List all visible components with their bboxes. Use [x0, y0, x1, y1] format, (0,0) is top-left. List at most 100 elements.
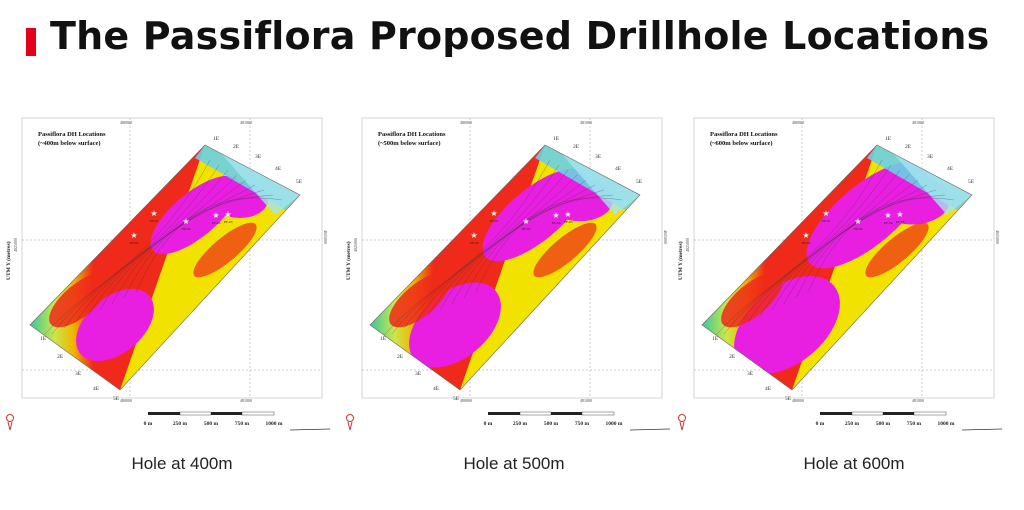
drillhole-label: PF-03	[182, 227, 191, 231]
scale-label: 750 m	[575, 421, 590, 427]
scale-label: 500 m	[876, 421, 891, 427]
drillhole-label: PF-01	[822, 219, 831, 223]
contour-line	[123, 194, 274, 299]
grid-label-right: 4025000	[323, 230, 328, 244]
section-label-bottom: 5E	[453, 396, 460, 402]
contour-line	[747, 174, 910, 323]
contour-line	[807, 197, 955, 293]
section-label-bottom: 4E	[433, 386, 440, 392]
drillhole-label: PF-04	[212, 221, 221, 225]
section-label-top: 1E	[885, 136, 892, 142]
scale-label: 750 m	[235, 421, 250, 427]
section-label-bottom: 3E	[75, 371, 82, 377]
scale-bar	[148, 411, 275, 416]
grid-label-bottom: 480000	[120, 398, 132, 403]
page-rule	[961, 428, 1002, 431]
scale-label: 0 m	[816, 421, 825, 427]
section-label-top: 5E	[968, 179, 975, 185]
drillhole-label: PF-01	[150, 219, 159, 223]
grid-label-left: 4025000	[13, 238, 18, 252]
contour-surface	[702, 145, 972, 390]
drillhole-star-icon: ★	[884, 211, 891, 220]
contour-line	[39, 159, 211, 341]
drillhole-label: PF-03	[522, 227, 531, 231]
contour-line	[475, 197, 623, 293]
contour-line	[379, 159, 551, 341]
scale-label: 1000 m	[606, 421, 623, 427]
section-label-bottom: 3E	[747, 371, 754, 377]
grid-label-top: 481000	[240, 120, 252, 125]
grid-label-bottom: 480000	[792, 398, 804, 403]
map-heading: Passiflora DH Locations	[38, 131, 106, 138]
section-label-bottom: 1E	[712, 336, 719, 342]
north-marker-icon	[678, 414, 686, 431]
drillhole-label: PF-01	[490, 219, 499, 223]
depth-map-panel-2: 1E 2E 3E 4E 5E 1E 2E 3E 4E 5E 480000 481000 480000 48…	[340, 100, 670, 440]
section-label-top: 2E	[905, 144, 912, 150]
drillhole-star-icon: ★	[822, 209, 829, 218]
grid-label-bottom: 481000	[912, 398, 924, 403]
grid-label-right: 4025000	[995, 230, 1000, 244]
depth-map-panel-1: 1E 2E 3E 4E 5E 1E 2E 3E 4E 5E 480000 481000 480000 48…	[0, 100, 330, 440]
drillhole-label: PF-03	[854, 227, 863, 231]
grid-label-bottom: 481000	[580, 398, 592, 403]
section-label-bottom: 1E	[40, 336, 47, 342]
drillhole-label: PF-02	[130, 241, 139, 245]
drillhole-star-icon: ★	[150, 209, 157, 218]
section-label-bottom: 5E	[113, 396, 120, 402]
contour-line	[783, 189, 937, 305]
drillhole-star-icon: ★	[896, 210, 903, 219]
map-depth-label: (~600m below surface)	[710, 140, 773, 147]
map-depth-label: (~500m below surface)	[378, 140, 441, 147]
section-label-top: 4E	[275, 166, 282, 172]
page-rule	[289, 428, 330, 431]
scale-label: 250 m	[513, 421, 528, 427]
contour-line	[463, 194, 614, 299]
map-frame	[693, 117, 995, 399]
section-label-top: 3E	[595, 154, 602, 160]
grid-label-left: 4025000	[353, 238, 358, 252]
drillhole-label: PF-02	[470, 241, 479, 245]
contour-line	[415, 174, 578, 323]
scale-label: 1000 m	[266, 421, 283, 427]
contour-line	[403, 169, 569, 329]
contour-line	[111, 189, 265, 305]
contour-line	[795, 194, 946, 299]
map-caption: Hole at 400m	[131, 454, 233, 473]
drillhole-star-icon: ★	[490, 209, 497, 218]
scale-label: 750 m	[907, 421, 922, 427]
drillhole-star-icon: ★	[182, 217, 189, 226]
map-depth-label: (~400m below surface)	[38, 140, 101, 147]
north-marker-icon	[6, 414, 14, 431]
scale-label: 500 m	[204, 421, 219, 427]
grid-label-top: 481000	[580, 120, 592, 125]
section-label-bottom: 3E	[415, 371, 422, 377]
map-heading: Passiflora DH Locations	[378, 131, 446, 138]
drillhole-label: PF-05	[564, 220, 573, 224]
scale-label: 250 m	[845, 421, 860, 427]
contour-line	[135, 197, 283, 293]
section-label-top: 4E	[615, 166, 622, 172]
contour-surface	[30, 145, 300, 390]
section-label-top: 2E	[573, 144, 580, 150]
section-label-top: 5E	[636, 179, 643, 185]
y-axis-label: UTM Y (metres)	[5, 241, 12, 280]
section-label-bottom: 1E	[380, 336, 387, 342]
map-heading: Passiflora DH Locations	[710, 131, 778, 138]
map-caption: Hole at 600m	[803, 454, 905, 473]
section-label-top: 1E	[553, 136, 560, 142]
drillhole-label: PF-05	[224, 220, 233, 224]
depth-map-panel-3: 1E 2E 3E 4E 5E 1E 2E 3E 4E 5E 480000 481000 480000 48…	[672, 100, 1002, 440]
contour-line	[75, 174, 238, 323]
section-label-bottom: 5E	[785, 396, 792, 402]
scale-label: 0 m	[484, 421, 493, 427]
drillhole-star-icon: ★	[224, 210, 231, 219]
scale-label: 500 m	[544, 421, 559, 427]
grid-label-top: 480000	[460, 120, 472, 125]
scale-label: 0 m	[144, 421, 153, 427]
drillhole-star-icon: ★	[522, 217, 529, 226]
section-label-bottom: 4E	[93, 386, 100, 392]
map-frame	[21, 117, 323, 399]
